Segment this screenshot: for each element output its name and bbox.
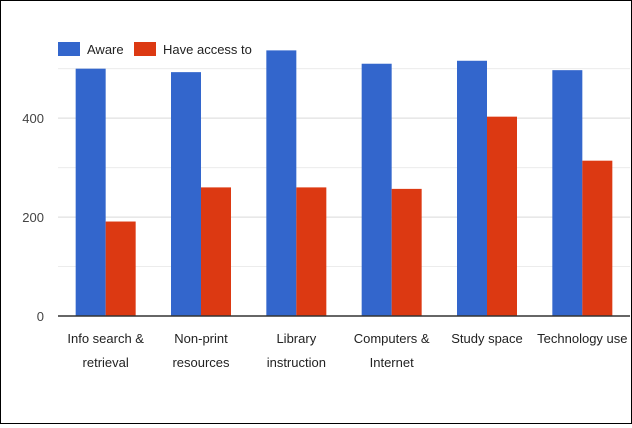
bar-aware-2 bbox=[266, 50, 297, 317]
gridlines bbox=[58, 68, 630, 268]
bar-have-access-to-4 bbox=[487, 116, 517, 316]
bar-have-access-to-1 bbox=[201, 187, 231, 316]
x-tick-label: Study space bbox=[451, 331, 523, 346]
legend-label: Have access to bbox=[163, 42, 252, 57]
x-tick-label: Technology use bbox=[537, 331, 627, 346]
bar-aware-3 bbox=[361, 63, 392, 316]
x-tick-label: Computers & bbox=[354, 331, 430, 346]
legend-swatch bbox=[58, 42, 80, 56]
bar-aware-4 bbox=[457, 60, 487, 317]
legend: Aware Have access to bbox=[58, 42, 252, 57]
x-tick-labels: Info search & retrieval Non-print resources… bbox=[67, 331, 627, 370]
bar-have-access-to-3 bbox=[391, 188, 422, 316]
x-tick-label: Non-print bbox=[174, 331, 228, 346]
x-tick-label: Internet bbox=[370, 355, 414, 370]
bars bbox=[75, 50, 613, 317]
bar-aware-0 bbox=[75, 68, 106, 316]
bar-aware-5 bbox=[552, 70, 583, 316]
legend-swatch bbox=[134, 42, 156, 56]
bar-have-access-to-0 bbox=[105, 221, 136, 316]
legend-label: Aware bbox=[87, 42, 124, 57]
y-tick-label: 0 bbox=[37, 309, 44, 324]
y-tick-label: 400 bbox=[22, 111, 44, 126]
x-tick-label: Library bbox=[276, 331, 316, 346]
y-tick-labels: 0 200 400 bbox=[22, 111, 44, 324]
bar-aware-1 bbox=[171, 72, 201, 316]
x-tick-label: retrieval bbox=[83, 355, 129, 370]
bar-have-access-to-5 bbox=[582, 160, 613, 316]
y-tick-label: 200 bbox=[22, 210, 44, 225]
x-tick-label: instruction bbox=[267, 355, 326, 370]
x-tick-label: Info search & bbox=[67, 331, 144, 346]
bar-have-access-to-2 bbox=[296, 187, 327, 316]
x-tick-label: resources bbox=[172, 355, 230, 370]
